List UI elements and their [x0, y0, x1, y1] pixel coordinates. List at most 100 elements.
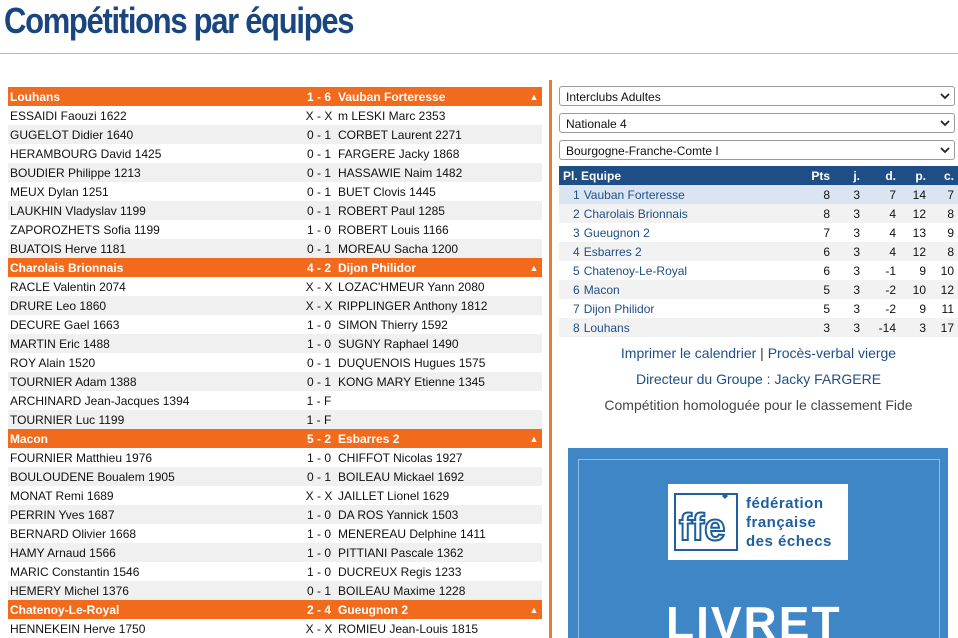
game-result: 1 - 0	[302, 448, 336, 467]
match-home-team: Chatenoy-Le-Royal	[8, 600, 302, 619]
match-header-row: Chatenoy-Le-Royal 2 - 4 Gueugnon 2 ▲	[8, 600, 542, 619]
ranking-team-cell[interactable]: 6 Macon	[559, 280, 790, 299]
group-select-value: Bourgogne-Franche-Comte I	[566, 144, 719, 158]
ranking-p: 3	[900, 318, 930, 337]
ranking-d: 4	[864, 204, 900, 223]
ranking-d: -1	[885, 263, 896, 278]
game-row-spacer	[526, 315, 542, 334]
group-director[interactable]: Directeur du Groupe : Jacky FARGERE	[635, 371, 882, 387]
game-row-spacer	[526, 410, 542, 429]
ranking-position: 8	[573, 320, 580, 335]
links-row: Imprimer le calendrier | Procès-verbal v…	[559, 345, 958, 361]
game-row: ARCHINARD Jean-Jacques 1394 1 - F	[8, 391, 542, 410]
game-row: GUGELOT Didier 1640 0 - 1 CORBET Laurent 2…	[8, 125, 542, 144]
ranking-team-name[interactable]: Louhans	[583, 320, 630, 335]
game-row-spacer	[526, 486, 542, 505]
ranking-team-name[interactable]: Charolais Brionnais	[583, 206, 688, 221]
game-row: BOULOUDENE Boualem 1905 0 - 1 BOILEAU Mick…	[8, 467, 542, 486]
game-row-spacer	[526, 182, 542, 201]
game-row-spacer	[526, 353, 542, 372]
game-row: MARTIN Eric 1488 1 - 0 SUGNY Raphael 1490	[8, 334, 542, 353]
ranking-team-cell[interactable]: 4 Esbarres 2	[559, 242, 790, 261]
ranking-team-name[interactable]: Vauban Forteresse	[583, 187, 685, 202]
blank-report-link[interactable]: Procès-verbal vierge	[767, 345, 897, 361]
game-away-player	[336, 391, 526, 410]
game-row: PERRIN Yves 1687 1 - 0 DA ROS Yannick 1503	[8, 505, 542, 524]
game-row-spacer	[526, 619, 542, 638]
ranking-team-name[interactable]: Gueugnon 2	[583, 225, 650, 240]
game-result: 1 - 0	[302, 334, 336, 353]
game-row-spacer	[526, 543, 542, 562]
game-home-player: TOURNIER Adam 1388	[8, 372, 302, 391]
group-select[interactable]: Bourgogne-Franche-Comte I	[559, 140, 955, 160]
ranking-row: 2 Charolais Brionnais 8 3 4 12 8	[559, 204, 958, 223]
ranking-team-name[interactable]: Chatenoy-Le-Royal	[583, 263, 688, 278]
game-row: ROY Alain 1520 0 - 1 DUQUENOIS Hugues 1575	[8, 353, 542, 372]
ffe-banner[interactable]: ffe fédération française des échecs LIVR…	[568, 448, 948, 638]
collapse-arrow-icon[interactable]: ▲	[526, 600, 542, 619]
game-row-spacer	[526, 524, 542, 543]
match-home-team: Macon	[8, 429, 302, 448]
competition-select[interactable]: Interclubs Adultes	[559, 86, 955, 106]
ranking-position: 4	[573, 244, 580, 259]
ranking-pts: 6	[790, 242, 834, 261]
game-home-player: DECURE Gael 1663	[8, 315, 302, 334]
ranking-d: -2	[864, 280, 900, 299]
ranking-row: 6 Macon 5 3 -2 10 12	[559, 280, 958, 299]
division-select[interactable]: Nationale 4	[559, 113, 955, 133]
match-header-row: Louhans 1 - 6 Vauban Forteresse ▲	[8, 87, 542, 106]
collapse-arrow-icon[interactable]: ▲	[526, 87, 542, 106]
game-row: MARIC Constantin 1546 1 - 0 DUCREUX Regis …	[8, 562, 542, 581]
ranking-team-cell[interactable]: 1 Vauban Forteresse	[559, 185, 790, 204]
game-away-player	[336, 410, 526, 429]
game-result: 1 - 0	[302, 543, 336, 562]
ranking-team-name[interactable]: Macon	[583, 282, 620, 297]
game-result: 0 - 1	[302, 144, 336, 163]
logo-text-line: des échecs	[746, 533, 832, 550]
game-away-player: BUET Clovis 1445	[336, 182, 526, 201]
game-row-spacer	[526, 201, 542, 220]
ranking-c: 8	[930, 242, 958, 261]
ranking-j: 3	[834, 185, 864, 204]
chevron-down-icon	[940, 141, 950, 154]
ranking-row: 7 Dijon Philidor 5 3 -2 9 11	[559, 299, 958, 318]
game-row: DECURE Gael 1663 1 - 0 SIMON Thierry 1592	[8, 315, 542, 334]
ranking-team-cell[interactable]: 8 Louhans	[559, 318, 790, 337]
game-away-player: m LESKI Marc 2353	[336, 106, 526, 125]
ranking-p: 10	[900, 280, 930, 299]
game-away-player: SUGNY Raphael 1490	[336, 334, 526, 353]
ranking-team-cell[interactable]: 2 Charolais Brionnais	[559, 204, 790, 223]
ranking-j: 3	[834, 280, 864, 299]
game-home-player: LAUKHIN Vladyslav 1199	[8, 201, 302, 220]
ranking-position: 5	[573, 263, 580, 278]
ranking-team-cell[interactable]: 7 Dijon Philidor	[559, 299, 790, 318]
collapse-arrow-icon[interactable]: ▲	[526, 429, 542, 448]
game-home-player: BOUDIER Philippe 1213	[8, 163, 302, 182]
game-row-spacer	[526, 144, 542, 163]
ffe-logo-mark-icon: ffe	[674, 493, 738, 551]
ranking-d: -2	[885, 301, 896, 316]
ranking-d: -14	[864, 318, 900, 337]
ranking-team-name[interactable]: Esbarres 2	[583, 244, 642, 259]
game-row: BERNARD Olivier 1668 1 - 0 MENEREAU Delphi…	[8, 524, 542, 543]
ranking-team-cell[interactable]: 3 Gueugnon 2	[559, 223, 790, 242]
ranking-team-cell[interactable]: 5 Chatenoy-Le-Royal	[559, 261, 790, 280]
ranking-table: Pl. Equipe Pts j. d. p. c. 1 Vauban Forte…	[559, 166, 958, 337]
logo-text-line: fédération	[746, 495, 824, 512]
match-away-team: Dijon Philidor	[336, 258, 526, 277]
ranking-team-name[interactable]: Dijon Philidor	[583, 301, 655, 316]
game-away-player: ROBERT Louis 1166	[336, 220, 526, 239]
game-result: 0 - 1	[302, 239, 336, 258]
ranking-c: 9	[947, 225, 954, 240]
game-row: HERAMBOURG David 1425 0 - 1 FARGERE Jacky …	[8, 144, 542, 163]
division-select-value: Nationale 4	[566, 117, 627, 131]
game-away-player: FARGERE Jacky 1868	[336, 144, 526, 163]
collapse-arrow-icon[interactable]: ▲	[526, 258, 542, 277]
standings-panel: Interclubs Adultes Nationale 4 Bourgogne…	[559, 86, 958, 413]
match-score: 4 - 2	[302, 258, 336, 277]
game-result: X - X	[302, 619, 336, 638]
ranking-d: 4	[864, 242, 900, 261]
print-calendar-link[interactable]: Imprimer le calendrier	[620, 345, 757, 361]
game-result: 1 - 0	[302, 524, 336, 543]
game-home-player: MONAT Remi 1689	[8, 486, 302, 505]
